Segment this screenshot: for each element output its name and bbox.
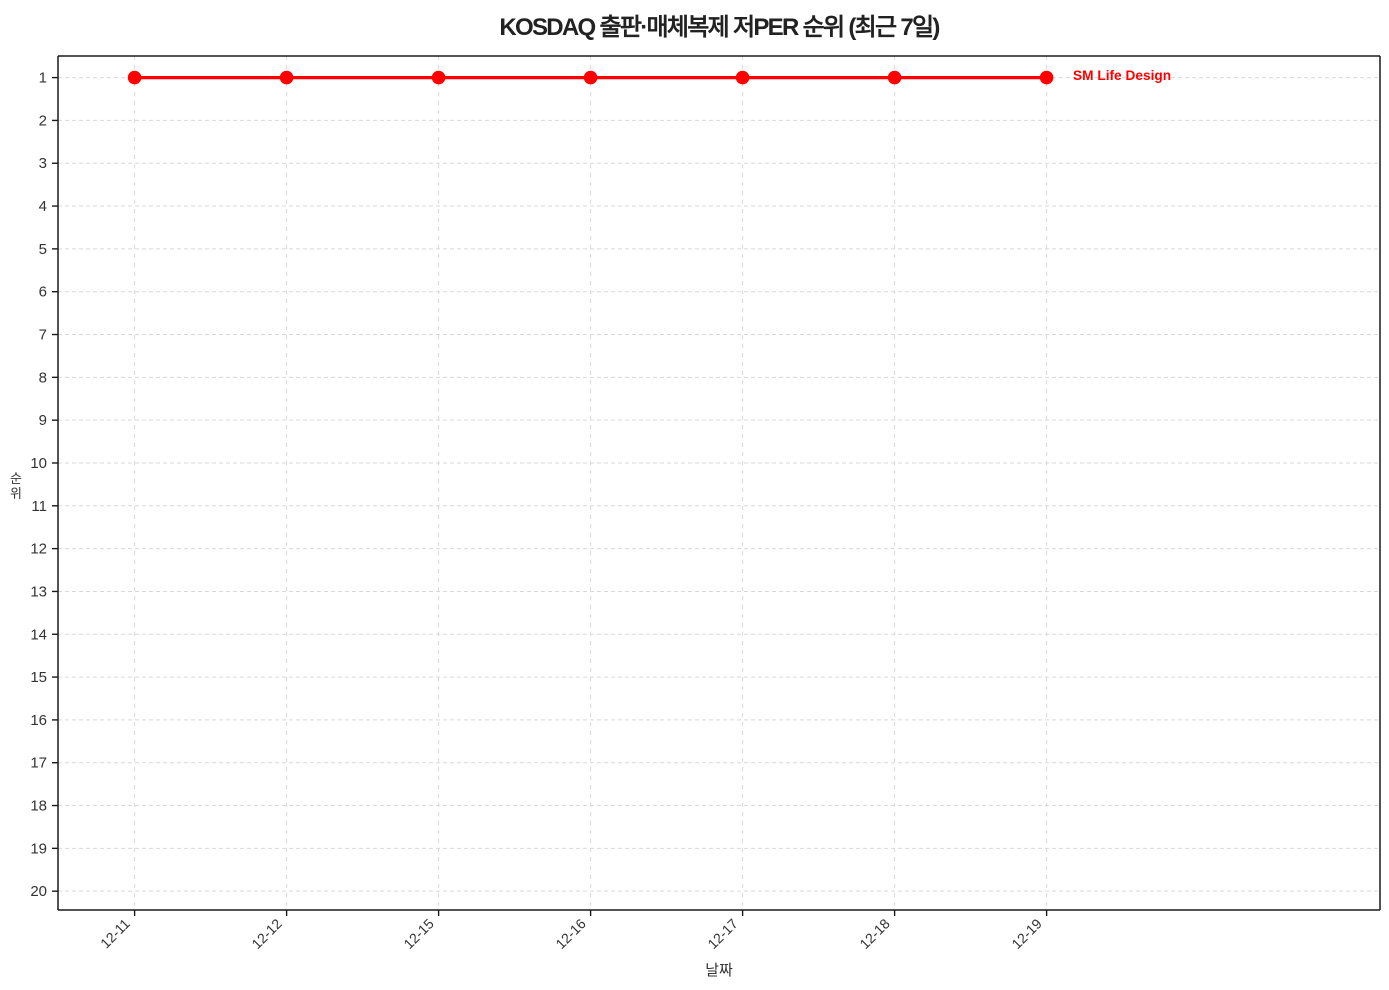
svg-text:순: 순: [10, 471, 22, 486]
svg-text:12-15: 12-15: [400, 915, 437, 952]
svg-text:12-18: 12-18: [856, 915, 893, 952]
svg-text:15: 15: [30, 669, 47, 686]
svg-text:12-17: 12-17: [704, 915, 741, 952]
svg-text:10: 10: [30, 455, 47, 472]
svg-text:8: 8: [39, 369, 47, 386]
svg-text:12-19: 12-19: [1008, 915, 1045, 952]
svg-text:4: 4: [39, 198, 47, 215]
svg-text:12-11: 12-11: [97, 915, 133, 951]
svg-text:17: 17: [30, 755, 47, 772]
svg-text:위: 위: [10, 486, 22, 501]
svg-text:19: 19: [30, 840, 47, 857]
svg-text:9: 9: [39, 412, 47, 429]
svg-text:날짜: 날짜: [705, 962, 733, 979]
svg-text:11: 11: [31, 498, 47, 515]
svg-text:14: 14: [30, 626, 47, 643]
svg-text:2: 2: [39, 112, 47, 129]
svg-text:3: 3: [39, 155, 47, 172]
svg-text:5: 5: [39, 241, 47, 258]
svg-text:18: 18: [30, 798, 47, 815]
svg-text:20: 20: [30, 883, 47, 900]
svg-text:SM Life Design: SM Life Design: [1073, 68, 1171, 83]
svg-text:12-16: 12-16: [552, 915, 589, 952]
svg-text:7: 7: [39, 327, 47, 344]
svg-text:16: 16: [30, 712, 47, 729]
svg-text:6: 6: [39, 284, 47, 301]
svg-text:12-12: 12-12: [248, 915, 285, 952]
svg-text:12: 12: [30, 541, 47, 558]
svg-text:13: 13: [30, 583, 47, 600]
svg-text:1: 1: [39, 70, 47, 87]
